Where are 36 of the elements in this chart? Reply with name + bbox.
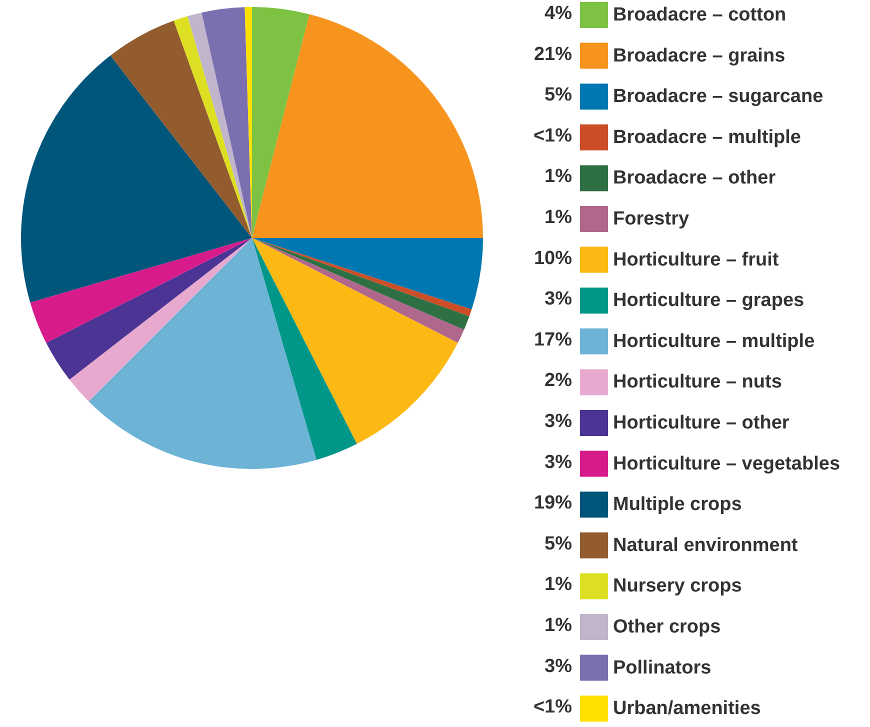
data-label: 3% (544, 411, 572, 432)
data-label: 1% (544, 574, 572, 596)
legend-label: Broadacre – other (613, 168, 776, 189)
legend-label: Horticulture – nuts (613, 372, 782, 393)
data-label: 3% (544, 656, 572, 677)
data-label: 2% (544, 370, 572, 392)
data-label: 17% (534, 329, 572, 350)
data-label: 1% (544, 166, 572, 188)
data-label: 5% (544, 533, 572, 554)
data-label: 10% (534, 248, 572, 269)
data-label: 19% (534, 492, 572, 514)
legend-label: Multiple crops (613, 494, 742, 516)
data-label: <1% (533, 696, 572, 718)
legend-label: Broadacre – sugarcane (613, 86, 824, 108)
legend-label: Nursery crops (613, 576, 742, 597)
legend-label: Horticulture – other (613, 412, 790, 434)
legend-label: Natural environment (613, 534, 798, 556)
data-label: 1% (544, 207, 572, 228)
legend-label: Horticulture – fruit (613, 249, 780, 270)
data-label: 5% (544, 84, 572, 106)
legend-label: Horticulture – grapes (613, 290, 804, 312)
legend-label: Forestry (613, 208, 690, 230)
data-label: 3% (544, 452, 572, 473)
legend-label: Horticulture – multiple (613, 330, 815, 352)
data-label: <1% (533, 125, 572, 146)
data-label: 21% (534, 44, 572, 65)
legend-label: Urban/amenities (613, 698, 761, 720)
legend-label: Pollinators (613, 657, 712, 678)
data-label: 4% (544, 3, 572, 24)
legend-label: Broadacre – grains (613, 45, 786, 66)
data-label: 1% (544, 615, 572, 636)
legend-label: Other crops (613, 616, 721, 638)
legend-label: Horticulture – vegetables (613, 453, 840, 474)
legend-label: Broadacre – cotton (613, 4, 786, 26)
data-label: 3% (544, 288, 572, 310)
legend-label: Broadacre – multiple (613, 126, 801, 148)
